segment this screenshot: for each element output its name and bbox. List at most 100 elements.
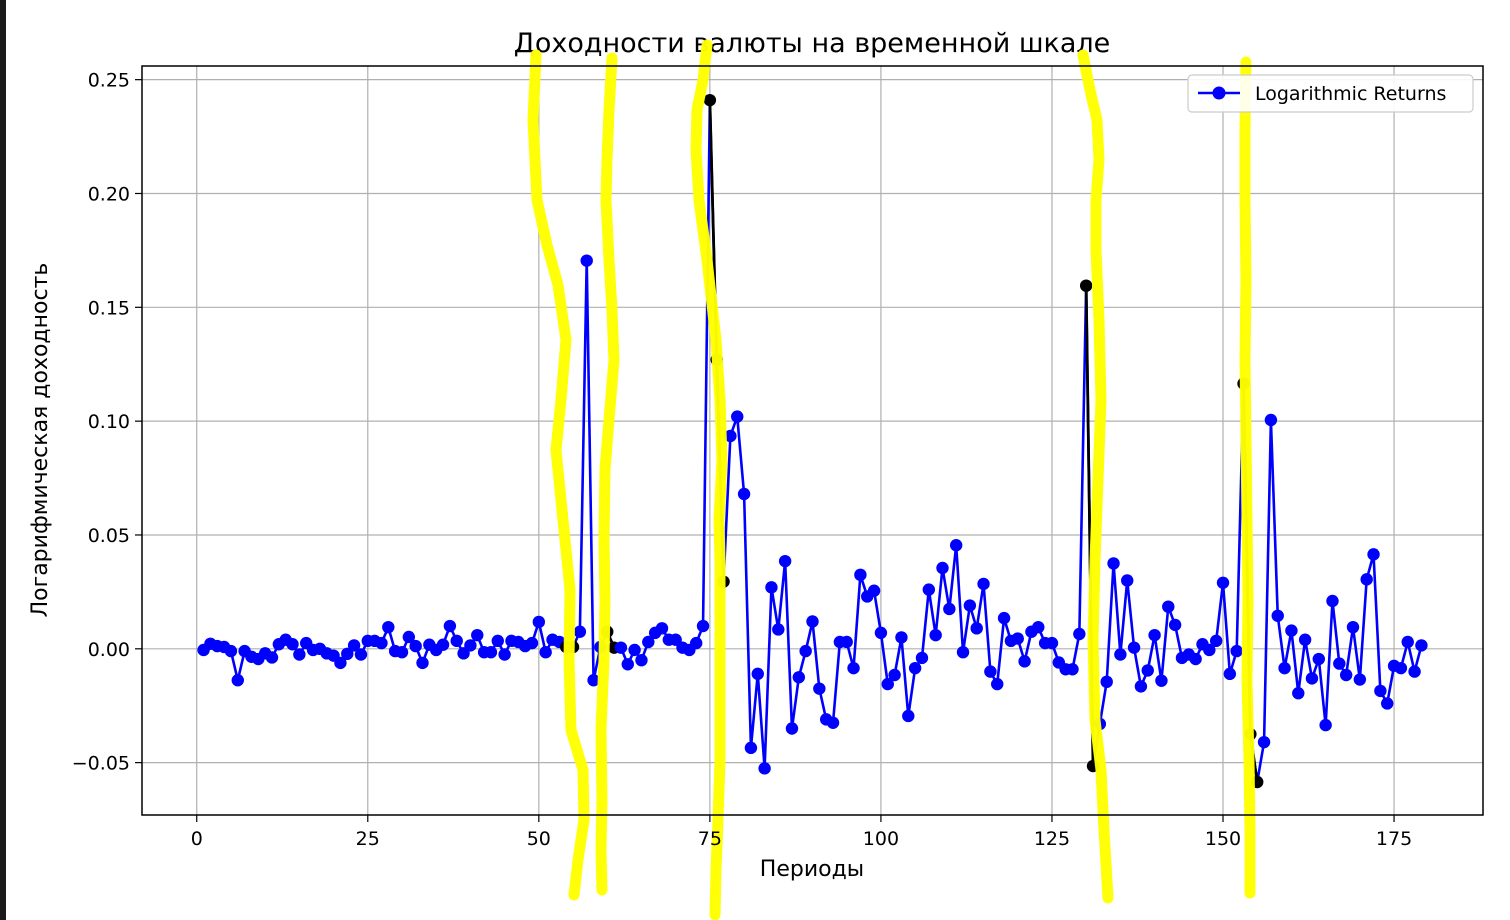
x-tick-label: 150 <box>1205 828 1241 850</box>
data-point <box>991 677 1004 691</box>
legend-box <box>1187 74 1474 113</box>
y-tick-label: 0.05 <box>88 525 130 547</box>
data-point <box>1230 644 1243 658</box>
data-point <box>1073 627 1086 641</box>
data-point <box>224 644 238 658</box>
data-point <box>265 651 279 664</box>
data-point <box>539 646 552 659</box>
data-point <box>744 741 758 755</box>
y-tick-label: 0.25 <box>88 70 130 92</box>
data-point <box>614 641 628 654</box>
data-point <box>436 638 450 651</box>
data-point <box>813 682 826 695</box>
data-point <box>532 615 546 629</box>
data-point <box>450 634 463 648</box>
data-point <box>840 635 853 649</box>
data-point <box>1100 675 1113 689</box>
data-point <box>1381 697 1394 710</box>
data-point <box>895 631 908 644</box>
data-point <box>854 568 867 582</box>
yellow-highlighter-stroke <box>595 52 620 896</box>
yellow-highlighter-stroke <box>1239 56 1256 899</box>
data-point <box>1209 634 1223 648</box>
data-point <box>1292 687 1305 700</box>
data-point <box>1203 643 1216 657</box>
data-point <box>1148 628 1161 642</box>
data-point <box>1415 639 1428 652</box>
data-point <box>997 611 1011 625</box>
yellow-highlighter-stroke <box>690 39 728 920</box>
data-point <box>1114 648 1127 661</box>
data-point <box>922 583 936 596</box>
data-point <box>409 639 422 653</box>
data-point <box>1162 600 1175 613</box>
data-point <box>1168 618 1182 632</box>
data-point <box>1367 548 1380 561</box>
data-point <box>1285 624 1298 637</box>
data-point <box>963 599 977 612</box>
data-point <box>635 653 648 667</box>
data-point <box>525 636 539 650</box>
x-tick-label: 50 <box>527 828 551 850</box>
y-tick-label: 0.10 <box>88 411 130 433</box>
data-point <box>642 635 655 649</box>
data-point <box>792 671 806 684</box>
data-point <box>731 410 744 423</box>
data-point <box>874 626 888 640</box>
x-tick-label: 25 <box>356 828 380 850</box>
data-point <box>498 648 511 661</box>
data-point <box>1278 661 1291 675</box>
data-point <box>587 674 600 687</box>
data-point <box>1141 664 1154 677</box>
data-point <box>785 722 799 735</box>
highlighter-annotations <box>527 39 1256 920</box>
yellow-highlighter-stroke <box>1077 49 1114 904</box>
data-point <box>826 716 840 729</box>
series-line-logarithmic-returns <box>202 98 1423 784</box>
data-point <box>1360 573 1373 586</box>
data-point <box>984 665 997 678</box>
y-axis-title: Логарифмическая доходность <box>28 263 53 618</box>
data-point <box>737 487 751 501</box>
data-point <box>806 615 819 628</box>
grid-lines <box>142 66 1483 815</box>
data-point <box>1032 620 1045 634</box>
data-point <box>977 577 990 591</box>
data-point <box>970 622 983 635</box>
data-point <box>1216 576 1230 589</box>
data-point <box>1121 574 1134 587</box>
data-point <box>628 643 641 657</box>
data-point <box>1066 663 1079 676</box>
window-edge <box>0 0 6 920</box>
y-tick-label: 0.20 <box>88 183 130 205</box>
data-point <box>1257 735 1271 749</box>
data-point <box>1346 620 1360 634</box>
data-point <box>751 667 764 681</box>
data-point <box>1374 684 1387 698</box>
chart-title: Доходности валюты на временной шкале <box>514 28 1111 59</box>
data-point <box>1339 668 1353 682</box>
data-point <box>915 651 929 665</box>
data-point <box>949 539 963 552</box>
data-point <box>778 554 792 568</box>
data-point <box>354 648 368 661</box>
data-point <box>655 622 669 635</box>
data-point <box>1305 672 1319 685</box>
data-point <box>908 661 922 675</box>
data-point <box>881 677 894 691</box>
data-point <box>1107 557 1120 570</box>
data-point <box>573 625 587 638</box>
x-tick-label: 100 <box>863 828 899 850</box>
yellow-highlighter-stroke <box>527 49 590 901</box>
data-point <box>1223 667 1237 681</box>
data-point <box>765 581 778 594</box>
data-point <box>867 584 881 597</box>
data-point <box>758 762 771 775</box>
data-point <box>1326 594 1339 608</box>
data-point <box>1298 633 1312 646</box>
data-point <box>956 646 970 659</box>
data-point <box>1312 652 1325 666</box>
data-point <box>286 638 299 651</box>
data-point <box>231 674 244 687</box>
